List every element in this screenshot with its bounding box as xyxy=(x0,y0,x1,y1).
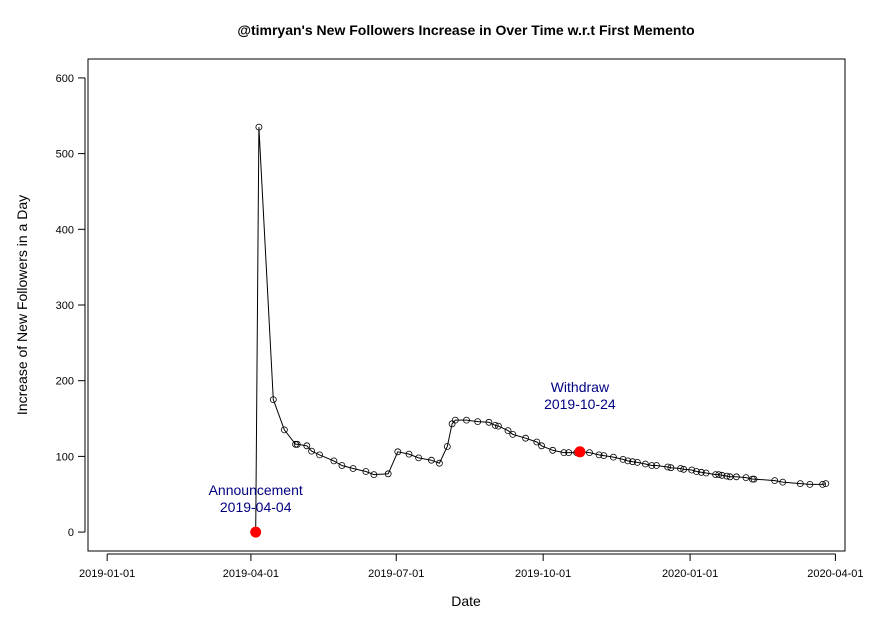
annotation-label: Withdraw xyxy=(551,379,610,395)
highlight-point xyxy=(250,526,262,538)
x-tick-label: 2019-04-01 xyxy=(223,568,279,580)
data-point xyxy=(653,462,660,469)
data-point xyxy=(688,466,696,474)
data-point xyxy=(293,440,301,448)
data-point xyxy=(463,416,470,424)
data-point xyxy=(330,457,338,465)
annotation-date: 2019-10-24 xyxy=(544,396,616,412)
series-line xyxy=(255,127,826,533)
data-point xyxy=(822,480,830,488)
data-point xyxy=(269,396,277,404)
data-point xyxy=(338,462,346,469)
data-point xyxy=(726,473,734,481)
x-tick-label: 2019-01-01 xyxy=(79,568,135,580)
data-point xyxy=(522,434,529,442)
data-point xyxy=(303,442,311,450)
x-tick-label: 2019-07-01 xyxy=(368,568,424,580)
data-point xyxy=(494,422,502,430)
y-axis-label: Increase of New Followers in a Day xyxy=(14,195,30,415)
data-point xyxy=(255,123,263,131)
x-axis: 2019-01-01 2019-04-01 2019-07-01 2019-10-01… xyxy=(79,553,864,580)
data-point xyxy=(565,449,573,457)
y-tick-label: 600 xyxy=(56,73,74,85)
data-point xyxy=(680,465,688,473)
data-point xyxy=(624,457,632,465)
y-tick-label: 300 xyxy=(56,300,74,312)
data-point xyxy=(819,480,826,488)
y-tick-label: 0 xyxy=(68,527,74,539)
data-point xyxy=(595,451,603,459)
data-point xyxy=(806,480,814,488)
y-axis: 0 100 200 300 400 500 600 xyxy=(56,73,86,539)
data-point xyxy=(586,449,593,457)
data-point xyxy=(750,475,758,483)
data-point xyxy=(779,478,787,486)
plot-frame xyxy=(87,58,846,552)
data-point xyxy=(634,458,641,466)
data-point xyxy=(733,473,740,481)
data-point xyxy=(664,463,672,471)
y-tick-label: 100 xyxy=(56,451,74,463)
data-point xyxy=(648,462,656,469)
data-point xyxy=(316,451,324,459)
y-tick-label: 500 xyxy=(56,149,74,161)
data-point xyxy=(280,426,288,434)
data-point xyxy=(712,471,719,479)
data-point xyxy=(619,455,627,463)
data-point xyxy=(308,447,316,455)
data-point xyxy=(629,458,636,466)
data-point xyxy=(600,452,608,460)
chart-title: @timryan's New Followers Increase in Ove… xyxy=(237,22,694,38)
data-point xyxy=(292,440,300,448)
data-point xyxy=(642,460,649,468)
data-point xyxy=(491,421,499,429)
data-point xyxy=(667,464,675,472)
data-point xyxy=(474,418,482,426)
data-point xyxy=(509,430,517,438)
data-point xyxy=(718,471,726,479)
data-point xyxy=(723,472,731,480)
y-tick-label: 200 xyxy=(56,376,74,388)
annotation-date: 2019-04-04 xyxy=(220,499,292,515)
data-point xyxy=(427,456,435,464)
data-point xyxy=(538,442,545,450)
data-point xyxy=(384,470,392,478)
data-point xyxy=(370,471,378,479)
data-point xyxy=(677,465,684,472)
data-point xyxy=(742,474,750,482)
data-point xyxy=(405,450,413,458)
data-point xyxy=(443,443,451,450)
y-tick-label: 400 xyxy=(56,224,74,236)
x-tick-label: 2019-10-01 xyxy=(515,568,571,580)
annotation-label: Announcement xyxy=(209,482,303,498)
data-point xyxy=(451,416,459,424)
data-point xyxy=(549,446,557,454)
data-point xyxy=(504,427,512,435)
data-point xyxy=(362,468,370,475)
data-point xyxy=(693,468,700,475)
data-point xyxy=(610,453,617,461)
x-axis-label: Date xyxy=(451,593,481,609)
series-layer xyxy=(252,123,830,536)
x-tick-label: 2020-01-01 xyxy=(662,568,718,580)
data-point xyxy=(560,449,568,457)
data-point xyxy=(771,477,779,485)
data-point xyxy=(485,418,493,426)
data-point xyxy=(435,459,443,467)
data-point xyxy=(697,468,705,476)
highlight-point xyxy=(574,446,586,458)
data-point xyxy=(533,438,541,446)
data-point xyxy=(796,480,804,488)
x-tick-label: 2020-04-01 xyxy=(807,568,863,580)
data-point xyxy=(415,454,423,462)
data-point xyxy=(702,469,710,477)
data-point xyxy=(715,471,723,479)
data-point xyxy=(394,448,402,456)
data-point xyxy=(349,465,357,472)
